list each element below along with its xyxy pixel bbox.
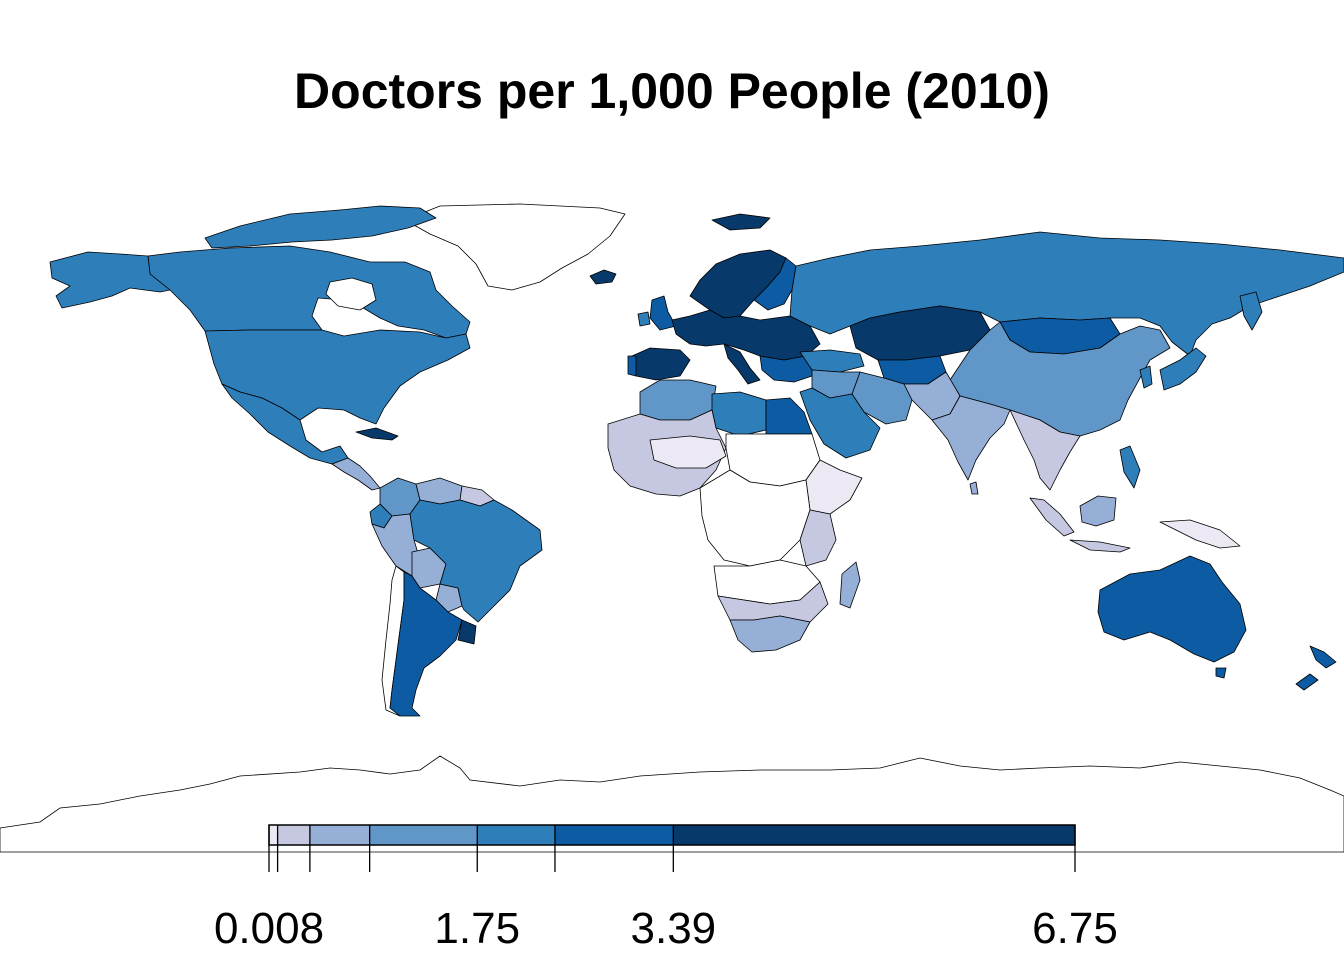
region-iceland [589, 269, 617, 285]
legend-bin-2 [309, 825, 370, 845]
region-new-zealand-south [1295, 673, 1319, 691]
region-south-africa [729, 615, 811, 653]
region-japan [1159, 347, 1207, 391]
legend-bin-6 [673, 825, 1075, 845]
region-saudi-arabia [799, 387, 881, 459]
region-arctic-islands [204, 205, 437, 249]
map-title: Doctors per 1,000 People (2010) [294, 63, 1050, 119]
region-sri-lanka [969, 481, 979, 495]
legend-ticks [268, 825, 1076, 872]
land-masses [49, 203, 1344, 717]
region-alaska [49, 251, 171, 309]
region-india [931, 395, 1011, 481]
legend-bin-4 [477, 825, 555, 845]
region-ethiopia-horn [805, 459, 863, 515]
region-new-guinea [1159, 519, 1241, 549]
region-portugal [627, 355, 637, 377]
region-uk [649, 295, 677, 331]
region-korea [1139, 365, 1153, 389]
legend-bin-5 [554, 825, 674, 845]
region-borneo [1079, 495, 1117, 527]
region-uruguay [457, 619, 477, 645]
legend-bin-1 [277, 825, 310, 845]
region-new-zealand [1309, 645, 1337, 669]
region-mexico [221, 383, 349, 465]
legend-colorbar [268, 824, 1076, 846]
region-australia [1097, 555, 1247, 663]
region-svalbard [711, 213, 771, 231]
region-canada [147, 245, 471, 339]
region-russia-kamchatka [1239, 291, 1263, 331]
region-cuba [355, 427, 399, 441]
region-ireland [637, 311, 651, 327]
region-argentina [389, 571, 463, 717]
legend-tick-label: 3.39 [630, 904, 717, 953]
region-madagascar [839, 561, 861, 609]
legend-tick-label: 1.75 [434, 904, 521, 953]
region-peru [371, 513, 421, 577]
region-se-asia [1009, 409, 1081, 491]
region-italy [723, 343, 761, 385]
region-central-america [331, 457, 381, 491]
region-brazil [409, 499, 543, 623]
region-usa [204, 329, 471, 425]
legend-bin-3 [369, 825, 478, 845]
legend-bin-0 [269, 825, 278, 845]
region-java [1069, 539, 1131, 553]
region-libya [711, 391, 767, 437]
region-central-africa [699, 469, 811, 567]
region-venezuela [415, 477, 463, 505]
region-sahel [649, 435, 727, 469]
region-sumatra [1029, 497, 1075, 537]
region-western-europe [671, 309, 821, 361]
region-tasmania [1215, 667, 1227, 679]
region-egypt [765, 397, 813, 435]
legend-tick-label: 6.75 [1032, 904, 1118, 953]
region-greenland [404, 203, 626, 291]
region-philippines [1119, 445, 1141, 489]
legend-tick-label: 0.008 [213, 904, 325, 953]
region-iberia [631, 347, 691, 381]
hudson-bay [325, 277, 377, 311]
